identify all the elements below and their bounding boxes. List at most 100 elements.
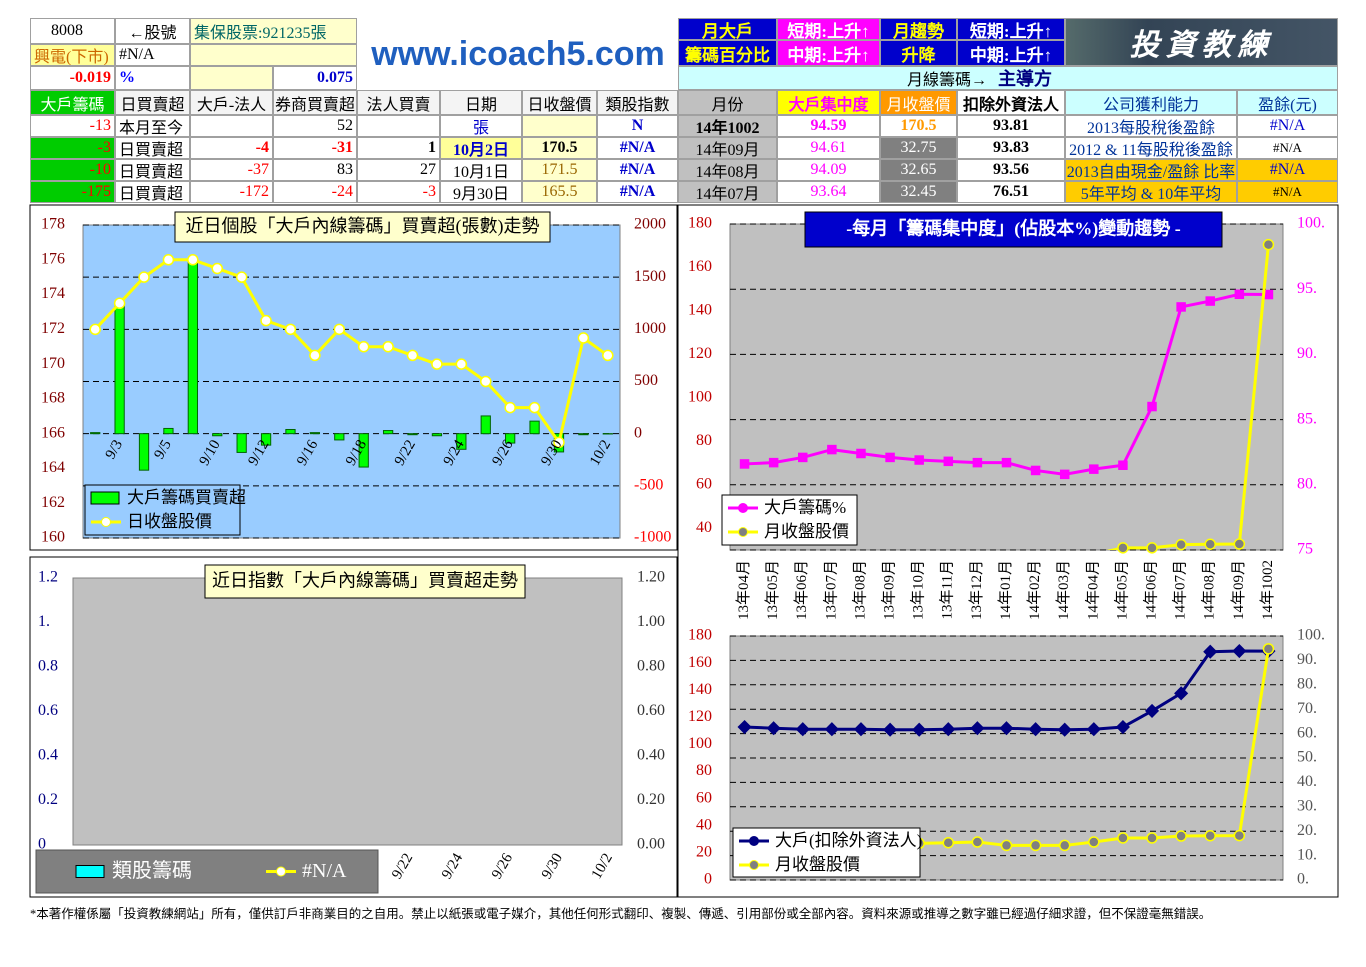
table-cell: 日買賣超 <box>115 137 190 159</box>
legend-label: 類股籌碼 <box>112 859 192 882</box>
x-tick-label: 14年03月 <box>1055 560 1072 620</box>
change-unit: % <box>115 66 190 90</box>
column-header: 大戶籌碼 <box>30 90 115 115</box>
y-tick-label: 140 <box>688 681 712 698</box>
y-tick-label: 0.4 <box>38 747 58 764</box>
marker <box>113 297 126 309</box>
bar <box>187 262 198 435</box>
bar <box>309 432 321 435</box>
table-cell: 170.5 <box>522 137 597 159</box>
marker <box>1146 832 1158 844</box>
footer: *本著作權係屬「投資教練網站」所有，僅供訂戶非商業目的之自用。禁止以紙張或電子媒… <box>30 906 1211 921</box>
stock-name: 興電(下市) <box>30 44 115 66</box>
table-cell: 32.45 <box>880 181 957 203</box>
table-cell: #N/A <box>1237 137 1338 159</box>
marker <box>1263 289 1274 300</box>
y-tick-label: 162 <box>41 494 65 511</box>
x-tick-label: 13年11月 <box>939 560 956 619</box>
table-cell: 10月2日 <box>440 137 522 159</box>
y2-tick-label: 0 <box>634 424 642 441</box>
y2-tick-label: 1500 <box>634 268 666 285</box>
bar <box>529 420 540 435</box>
table-cell: 14年07月 <box>678 181 777 203</box>
table-cell: 170.5 <box>880 115 957 137</box>
marker <box>1203 644 1218 659</box>
bar <box>163 427 174 435</box>
table-cell <box>522 115 597 137</box>
title-box <box>204 564 526 599</box>
table-cell: 93.81 <box>957 115 1065 137</box>
column-header: 扣除外資法人 <box>957 90 1065 115</box>
column-header: 大戶集中度 <box>777 90 880 115</box>
marker <box>970 721 985 736</box>
table-cell: #N/A <box>597 159 678 181</box>
marker <box>504 401 516 414</box>
y2-tick-label: 10. <box>1297 846 1317 863</box>
y2-tick-label: 100. <box>1297 627 1325 644</box>
marker <box>1030 465 1041 476</box>
table-cell: 94.59 <box>777 115 880 137</box>
bar <box>260 433 272 446</box>
table-cell: #N/A <box>1237 115 1338 137</box>
stock-name-value: #N/A <box>115 44 190 66</box>
table-cell: 14年1002 <box>678 115 777 137</box>
y-tick-label: 174 <box>41 285 65 302</box>
x-tick-label: 13年06月 <box>793 560 810 620</box>
marker <box>1204 538 1216 550</box>
monthly-holder: 籌碼百分比 <box>678 40 777 66</box>
x-tick-label: 13年09月 <box>881 560 898 620</box>
marker <box>1088 836 1100 848</box>
y2-tick-label: 95. <box>1297 280 1317 297</box>
trend: 短期:上升↑ <box>957 18 1065 40</box>
y-tick-label: 1. <box>38 613 50 630</box>
y-tick-label: 60 <box>696 789 712 806</box>
table-cell: 32.65 <box>880 159 957 181</box>
marker <box>1147 401 1157 412</box>
y-tick-label: 120 <box>688 345 712 362</box>
table-cell: 27 <box>357 159 440 181</box>
table-cell: -4 <box>190 137 273 159</box>
y-tick-label: 180 <box>688 215 712 232</box>
y-tick-label: 20 <box>696 844 712 861</box>
marker <box>856 448 866 459</box>
cell <box>190 44 357 66</box>
marker <box>942 836 955 849</box>
marker <box>824 722 839 737</box>
marker <box>1029 839 1042 852</box>
chart-title: 近日指數「大戶內線籌碼」買賣超走勢 <box>212 571 518 591</box>
x-tick-label: 13年07月 <box>822 560 839 620</box>
marker <box>914 455 924 465</box>
stock-code-label: ←股號 <box>115 18 190 44</box>
column-header: 券商買賣超 <box>273 90 357 115</box>
y-tick-label: 120 <box>688 708 712 725</box>
marker <box>1204 829 1216 842</box>
marker <box>1115 719 1130 735</box>
table-cell: 94.09 <box>777 159 880 181</box>
x-tick-label: 13年10月 <box>910 560 927 620</box>
change: -0.019 <box>30 66 115 90</box>
ratio: 0.075 <box>273 66 357 90</box>
marker <box>260 314 272 327</box>
y-tick-label: 40 <box>696 519 712 536</box>
x-tick-label: 14年06月 <box>1142 560 1159 620</box>
bar <box>382 430 394 435</box>
column-header: 公司獲利能力 <box>1065 90 1237 115</box>
bar <box>138 433 150 471</box>
marker <box>971 836 984 848</box>
table-cell: 165.5 <box>522 181 597 203</box>
bar <box>212 433 223 437</box>
y2-tick-label: 500 <box>634 372 658 389</box>
x-tick-label: 13年12月 <box>968 560 985 620</box>
x-tick-label: 13年04月 <box>735 560 752 620</box>
y-tick-label: 0.2 <box>38 791 58 808</box>
title-box <box>174 211 551 243</box>
y-tick-label: 178 <box>41 216 65 233</box>
x-tick-label: 14年02月 <box>1026 560 1043 620</box>
bar <box>456 433 467 450</box>
table-cell: 76.51 <box>957 181 1065 203</box>
table-cell: 日買賣超 <box>115 181 190 203</box>
y2-tick-label: -500 <box>634 477 663 494</box>
marker <box>1233 829 1246 842</box>
y2-tick-label: 40. <box>1297 773 1317 790</box>
